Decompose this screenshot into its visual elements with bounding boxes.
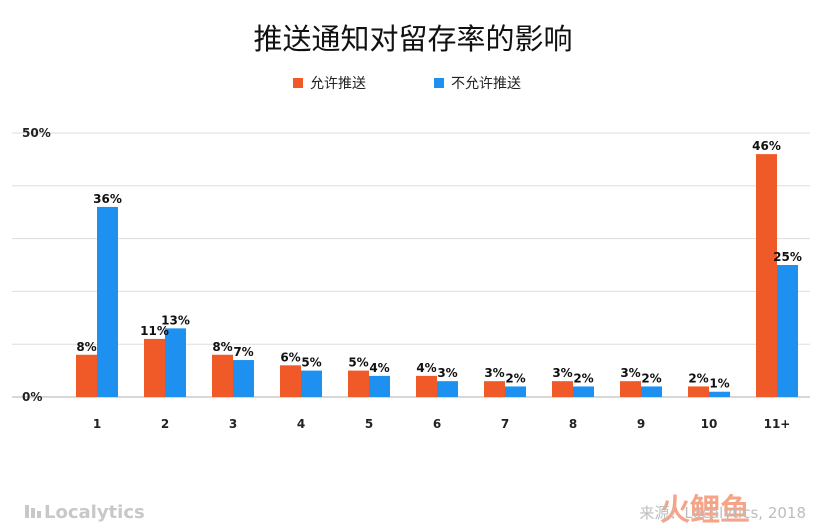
data-label: 3% bbox=[620, 366, 640, 380]
bar-allow bbox=[280, 365, 301, 397]
data-label: 36% bbox=[93, 192, 122, 206]
bar-deny bbox=[97, 206, 118, 397]
x-tick-label: 10 bbox=[701, 417, 718, 431]
data-label: 8% bbox=[76, 340, 96, 354]
watermark-logo: 火鲤鱼 bbox=[660, 493, 750, 528]
bar-deny bbox=[301, 370, 322, 397]
bar-allow bbox=[688, 386, 709, 397]
legend-swatch-deny bbox=[434, 78, 444, 88]
legend-label-allow: 允许推送 bbox=[310, 76, 366, 92]
data-label: 25% bbox=[773, 250, 802, 264]
data-label: 1% bbox=[709, 377, 729, 391]
legend-label-deny: 不允许推送 bbox=[451, 76, 521, 92]
source-note: 来源：Localytics, 2018 bbox=[639, 504, 806, 522]
y-axis-ticks: 0% 50% bbox=[22, 126, 51, 404]
data-label: 3% bbox=[552, 366, 572, 380]
data-label: 3% bbox=[437, 366, 457, 380]
x-tick-label: 8 bbox=[569, 417, 577, 431]
x-tick-label: 6 bbox=[433, 417, 441, 431]
bar-allow bbox=[484, 381, 505, 397]
data-label: 5% bbox=[348, 356, 368, 370]
data-label: 2% bbox=[505, 371, 525, 385]
x-tick-label: 3 bbox=[229, 417, 237, 431]
bar-allow bbox=[756, 154, 777, 397]
x-tick-label: 9 bbox=[637, 417, 645, 431]
bars bbox=[76, 154, 798, 397]
data-label: 46% bbox=[752, 139, 781, 153]
x-tick-label: 11+ bbox=[764, 417, 791, 431]
x-tick-label: 4 bbox=[297, 417, 305, 431]
data-labels: 8%36%11%13%8% 7% 6% 5% 5% 4% 4% 3% 3% 2% 3% 2% 3% 2% 2… bbox=[76, 139, 802, 391]
data-label: 3% bbox=[484, 366, 504, 380]
bar-allow bbox=[620, 381, 641, 397]
y-tick-label: 50% bbox=[22, 126, 51, 140]
data-label: 13% bbox=[161, 313, 190, 327]
bar-deny bbox=[233, 360, 254, 397]
bar-allow bbox=[76, 354, 97, 397]
bar-deny bbox=[777, 265, 798, 397]
data-label: 4% bbox=[416, 361, 436, 375]
data-label: 7% bbox=[233, 345, 253, 359]
y-tick-label: 0% bbox=[22, 390, 42, 404]
legend-swatch-allow bbox=[293, 78, 303, 88]
data-label: 4% bbox=[369, 361, 389, 375]
data-label: 6% bbox=[280, 350, 300, 364]
data-label: 11% bbox=[140, 324, 169, 338]
bar-deny bbox=[437, 381, 458, 397]
bar-allow bbox=[144, 338, 165, 397]
data-label: 2% bbox=[573, 371, 593, 385]
x-axis-ticks: 1 2 3 4 5 6 7 8 9 10 11+ bbox=[93, 417, 791, 431]
x-tick-label: 2 bbox=[161, 417, 169, 431]
bar-deny bbox=[369, 375, 390, 397]
x-tick-label: 5 bbox=[365, 417, 373, 431]
bar-deny bbox=[505, 386, 526, 397]
legend: 允许推送 不允许推送 bbox=[293, 76, 521, 92]
bar-allow bbox=[212, 354, 233, 397]
data-label: 2% bbox=[641, 371, 661, 385]
gridlines bbox=[12, 132, 810, 398]
bar-deny bbox=[573, 386, 594, 397]
bar-deny bbox=[709, 391, 730, 397]
data-label: 2% bbox=[688, 371, 708, 385]
bar-allow bbox=[348, 370, 369, 397]
data-label: 8% bbox=[212, 340, 232, 354]
bar-deny bbox=[641, 386, 662, 397]
localytics-logo-icon bbox=[25, 505, 41, 518]
bar-allow bbox=[552, 381, 573, 397]
bar-allow bbox=[416, 375, 437, 397]
bar-deny bbox=[165, 328, 186, 397]
watermark-text: 火鲤鱼 bbox=[660, 493, 750, 528]
x-tick-label: 7 bbox=[501, 417, 509, 431]
data-label: 5% bbox=[301, 356, 321, 370]
localytics-logo: Localytics bbox=[25, 502, 145, 523]
localytics-logo-text: Localytics bbox=[44, 502, 145, 523]
chart-title: 推送通知对留存率的影响 bbox=[253, 22, 572, 56]
x-tick-label: 1 bbox=[93, 417, 101, 431]
